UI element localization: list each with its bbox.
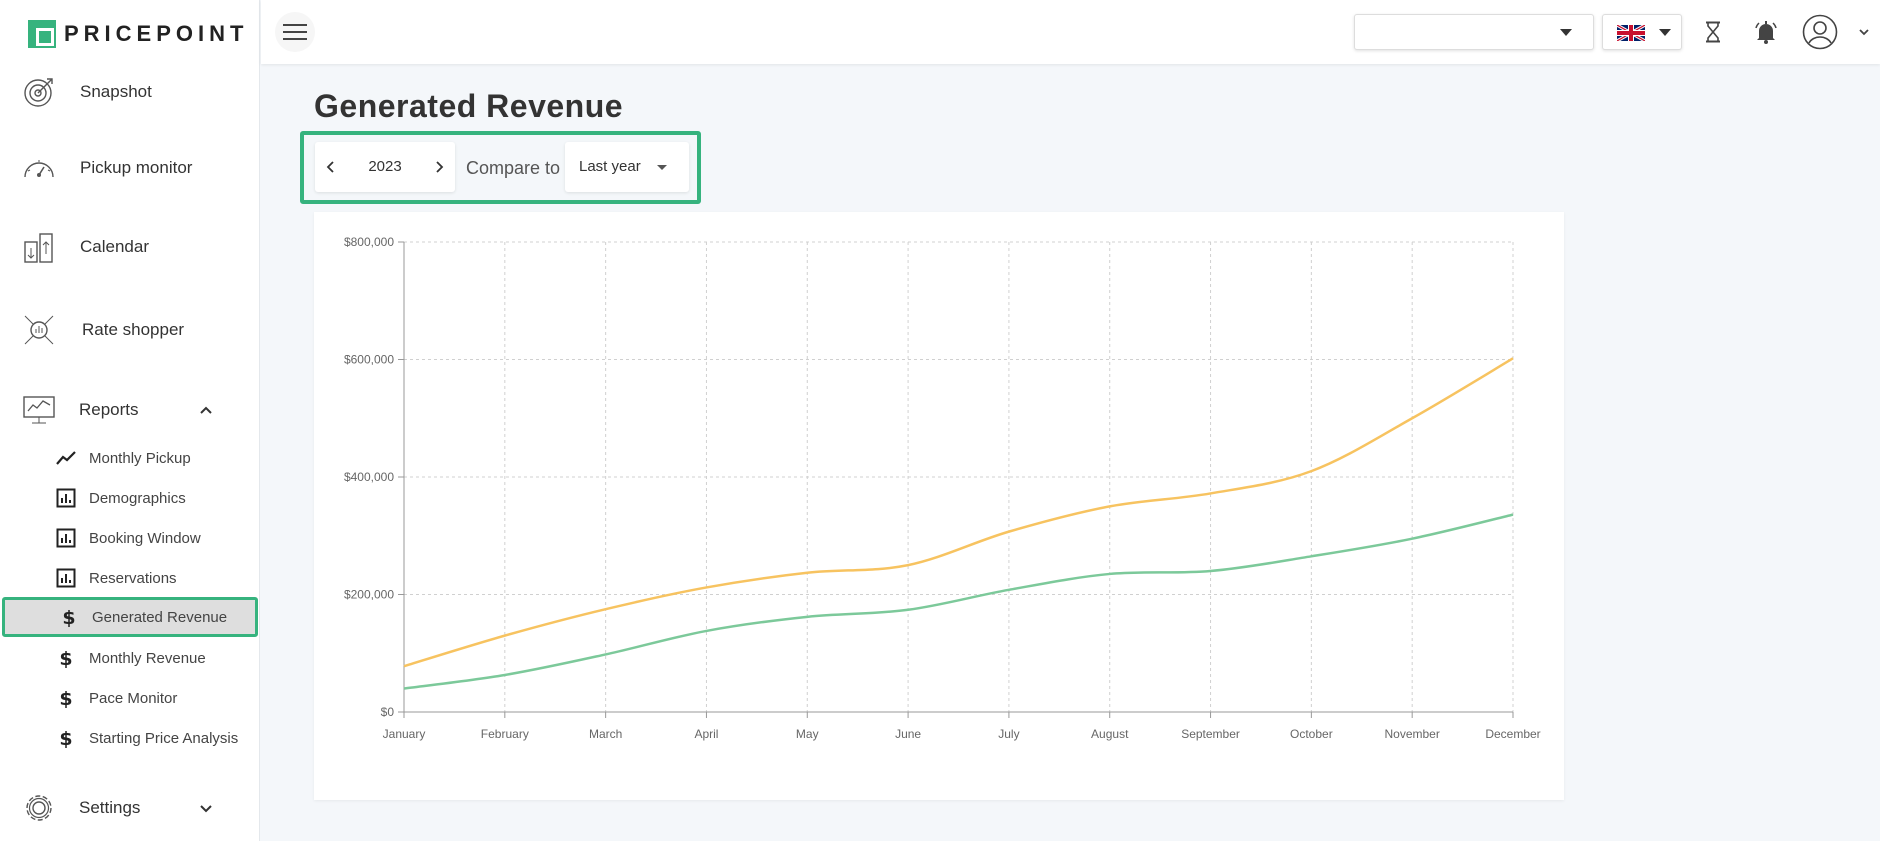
caret-down-icon [1560,29,1572,36]
monitor-chart-icon [23,396,55,424]
sidebar-subitem-label: Monthly Pickup [89,449,191,467]
property-select[interactable] [1354,14,1594,50]
svg-text:$: $ [62,607,75,627]
compare-select-value: Last year [579,158,641,175]
chevron-down-icon[interactable] [1858,27,1870,37]
sidebar-item-calendar[interactable]: Calendar [0,219,260,275]
sidebar-item-pickup-monitor[interactable]: Pickup monitor [0,140,260,196]
revenue-line-chart: $0 $200,000 $400,000 $600,000 $800,000 Januar… [344,235,1541,741]
gear-icon [26,795,52,821]
y-tick-label: $200,000 [344,588,394,602]
x-tick-label: June [895,727,921,741]
language-select[interactable] [1602,14,1682,50]
sidebar-item-label: Reports [79,400,139,419]
bar-chart-icon [56,568,76,588]
sidebar-subitem-starting-price-analysis[interactable]: $ Starting Price Analysis [0,720,258,756]
bell-icon [1755,21,1777,44]
sidebar-item-snapshot[interactable]: Snapshot [0,64,260,120]
y-tick-label: $0 [381,705,395,719]
sidebar-subitem-label: Pace Monitor [89,689,178,707]
chevron-left-icon[interactable] [321,157,341,177]
x-tick-label: August [1091,727,1129,741]
sidebar-item-label: Settings [79,798,141,817]
chevron-down-icon[interactable] [197,799,215,817]
trend-line-icon [56,451,76,465]
x-tick-label: March [589,727,622,741]
compare-select[interactable]: Last year [565,142,689,192]
bar-chart-icon [56,528,76,548]
hourglass-icon [1706,21,1720,43]
sidebar-subitem-label: Demographics [89,489,186,507]
x-tick-label: September [1181,727,1240,741]
x-tick-label: February [481,727,529,741]
x-tick-label: May [796,727,819,741]
y-tick-label: $400,000 [344,470,394,484]
x-tick-label: January [383,727,426,741]
sidebar-subitem-monthly-revenue[interactable]: $ Monthly Revenue [0,640,258,676]
svg-text:$: $ [59,688,72,708]
dollar-icon: $ [59,688,72,708]
sidebar-subitem-monthly-pickup[interactable]: Monthly Pickup [0,440,258,476]
year-stepper[interactable]: 2023 [315,142,455,192]
logo[interactable]: PRICEPOINT [28,20,248,48]
chevron-right-icon[interactable] [429,157,449,177]
sidebar-subitem-demographics[interactable]: Demographics [0,480,258,516]
sidebar-item-label: Pickup monitor [80,158,193,177]
user-avatar-icon [1802,14,1838,50]
topbar [261,0,1880,64]
svg-text:$: $ [59,648,72,668]
compare-label: Compare to [466,158,561,178]
logo-mark-icon [28,20,56,48]
sidebar-subitem-pace-monitor[interactable]: $ Pace Monitor [0,680,258,716]
uk-flag-icon [1617,25,1645,41]
x-tick-label: December [1485,727,1540,741]
notifications-button[interactable] [1751,16,1781,48]
hamburger-menu-button[interactable] [275,12,315,52]
x-tick-label: October [1290,727,1333,741]
dollar-icon: $ [59,728,72,748]
sidebar-item-label: Calendar [80,237,149,256]
y-tick-label: $600,000 [344,353,394,367]
sidebar: PRICEPOINT Snapshot Pickup monitor Calen… [0,0,260,841]
revenue-chart-card: $0 $200,000 $400,000 $600,000 $800,000 Januar… [314,212,1564,800]
x-tick-label: April [694,727,718,741]
sidebar-subitem-label: Starting Price Analysis [89,729,239,747]
series-line-2 [403,513,1514,690]
sidebar-subitem-booking-window[interactable]: Booking Window [0,520,258,556]
calendar-buildings-icon [24,233,53,263]
sidebar-subitem-label: Reservations [89,569,177,587]
sidebar-item-settings[interactable]: Settings [0,780,260,836]
svg-text:$: $ [59,728,72,748]
sidebar-item-rate-shopper[interactable]: Rate shopper [0,302,260,358]
controls-highlight [300,131,701,204]
sidebar-subitem-label: Monthly Revenue [89,649,206,667]
x-tick-label: July [998,727,1019,741]
gauge-icon [24,160,54,178]
bar-chart-icon [56,488,76,508]
hamburger-icon [283,24,307,40]
logo-text: PRICEPOINT [64,21,249,46]
page-title: Generated Revenue [314,88,624,124]
user-avatar-button[interactable] [1800,12,1840,52]
sidebar-item-reports[interactable]: Reports [0,382,260,438]
y-tick-label: $800,000 [344,235,394,249]
year-value: 2023 [368,158,402,175]
sidebar-subitem-label: Booking Window [89,529,201,547]
caret-down-icon [657,165,667,170]
sidebar-subitem-label: Generated Revenue [92,608,228,626]
sidebar-subitem-reservations[interactable]: Reservations [0,560,258,596]
sidebar-subitem-generated-revenue[interactable]: $ Generated Revenue [2,597,258,637]
chevron-up-icon[interactable] [197,401,215,419]
hourglass-button[interactable] [1698,16,1728,48]
target-icon [24,78,53,107]
dollar-icon: $ [62,607,75,627]
sidebar-item-label: Rate shopper [82,320,185,339]
x-tick-label: November [1385,727,1440,741]
series-line-1 [403,357,1514,668]
sidebar-item-label: Snapshot [80,82,152,101]
caret-down-icon [1659,29,1671,36]
dollar-icon: $ [59,648,72,668]
rate-shopper-icon [24,315,54,345]
